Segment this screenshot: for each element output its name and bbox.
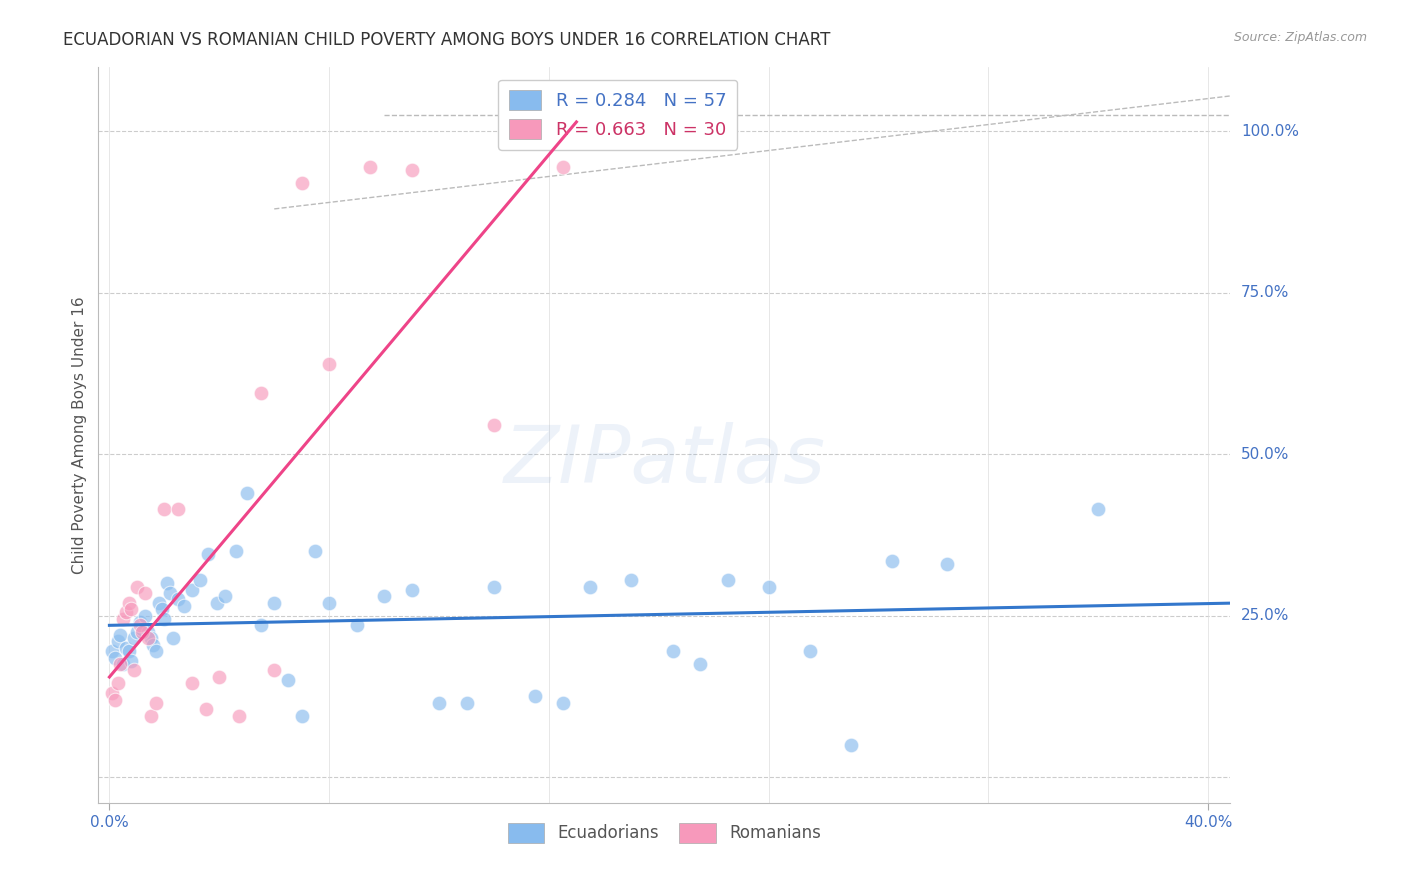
Point bbox=[162, 631, 184, 645]
Point bbox=[107, 634, 129, 648]
Text: 25.0%: 25.0% bbox=[1241, 608, 1289, 624]
Point bbox=[134, 608, 156, 623]
Point bbox=[277, 673, 299, 688]
Point bbox=[156, 576, 179, 591]
Point bbox=[194, 702, 217, 716]
Point bbox=[122, 664, 145, 678]
Point bbox=[142, 638, 165, 652]
Point bbox=[173, 599, 195, 613]
Point bbox=[104, 650, 127, 665]
Point bbox=[373, 589, 395, 603]
Point bbox=[153, 612, 176, 626]
Text: 75.0%: 75.0% bbox=[1241, 285, 1289, 301]
Point bbox=[427, 696, 450, 710]
Point bbox=[882, 554, 904, 568]
Point bbox=[263, 596, 285, 610]
Point bbox=[291, 708, 314, 723]
Point bbox=[401, 163, 423, 178]
Point bbox=[304, 544, 326, 558]
Point bbox=[110, 628, 132, 642]
Point bbox=[117, 644, 139, 658]
Point bbox=[128, 618, 150, 632]
Point bbox=[180, 676, 202, 690]
Point bbox=[551, 696, 574, 710]
Point bbox=[1087, 502, 1109, 516]
Point bbox=[153, 502, 176, 516]
Point bbox=[188, 573, 211, 587]
Point bbox=[125, 624, 148, 639]
Point bbox=[139, 631, 162, 645]
Text: ECUADORIAN VS ROMANIAN CHILD POVERTY AMONG BOYS UNDER 16 CORRELATION CHART: ECUADORIAN VS ROMANIAN CHILD POVERTY AMO… bbox=[63, 31, 831, 49]
Point bbox=[318, 357, 340, 371]
Point bbox=[139, 708, 162, 723]
Point bbox=[112, 657, 135, 671]
Point bbox=[134, 586, 156, 600]
Point bbox=[120, 654, 142, 668]
Y-axis label: Child Poverty Among Boys Under 16: Child Poverty Among Boys Under 16 bbox=[72, 296, 87, 574]
Point bbox=[107, 676, 129, 690]
Point bbox=[128, 615, 150, 629]
Legend: Ecuadorians, Romanians: Ecuadorians, Romanians bbox=[501, 816, 828, 850]
Point bbox=[551, 160, 574, 174]
Point bbox=[117, 596, 139, 610]
Point bbox=[101, 644, 124, 658]
Point bbox=[482, 580, 505, 594]
Point bbox=[125, 580, 148, 594]
Point bbox=[205, 596, 228, 610]
Point bbox=[839, 738, 862, 752]
Point bbox=[689, 657, 711, 671]
Point bbox=[167, 502, 190, 516]
Point bbox=[120, 602, 142, 616]
Point bbox=[236, 486, 259, 500]
Point bbox=[291, 176, 314, 190]
Point bbox=[115, 640, 138, 655]
Point bbox=[150, 602, 173, 616]
Point bbox=[104, 692, 127, 706]
Point bbox=[131, 622, 153, 636]
Point bbox=[131, 624, 153, 639]
Point bbox=[115, 606, 138, 620]
Text: ZIPatlas: ZIPatlas bbox=[503, 422, 825, 500]
Point bbox=[214, 589, 236, 603]
Point bbox=[249, 385, 271, 400]
Point bbox=[208, 670, 231, 684]
Point bbox=[758, 580, 780, 594]
Point bbox=[936, 557, 959, 571]
Point bbox=[122, 631, 145, 645]
Point bbox=[136, 624, 159, 639]
Point bbox=[799, 644, 821, 658]
Point bbox=[197, 547, 219, 561]
Point bbox=[167, 592, 190, 607]
Text: 50.0%: 50.0% bbox=[1241, 447, 1289, 462]
Point bbox=[145, 644, 167, 658]
Point bbox=[346, 618, 368, 632]
Point bbox=[524, 690, 547, 704]
Point bbox=[110, 657, 132, 671]
Point bbox=[359, 160, 381, 174]
Text: 100.0%: 100.0% bbox=[1241, 124, 1299, 139]
Point bbox=[145, 696, 167, 710]
Point bbox=[661, 644, 683, 658]
Text: Source: ZipAtlas.com: Source: ZipAtlas.com bbox=[1233, 31, 1367, 45]
Point bbox=[620, 573, 643, 587]
Point bbox=[225, 544, 247, 558]
Point bbox=[456, 696, 478, 710]
Point bbox=[318, 596, 340, 610]
Point bbox=[159, 586, 181, 600]
Point bbox=[401, 582, 423, 597]
Point bbox=[101, 686, 124, 700]
Point bbox=[180, 582, 202, 597]
Point bbox=[228, 708, 250, 723]
Point bbox=[249, 618, 271, 632]
Point bbox=[148, 596, 170, 610]
Point bbox=[482, 418, 505, 433]
Point bbox=[579, 580, 602, 594]
Point bbox=[112, 612, 135, 626]
Point bbox=[716, 573, 738, 587]
Point bbox=[263, 664, 285, 678]
Point bbox=[136, 631, 159, 645]
